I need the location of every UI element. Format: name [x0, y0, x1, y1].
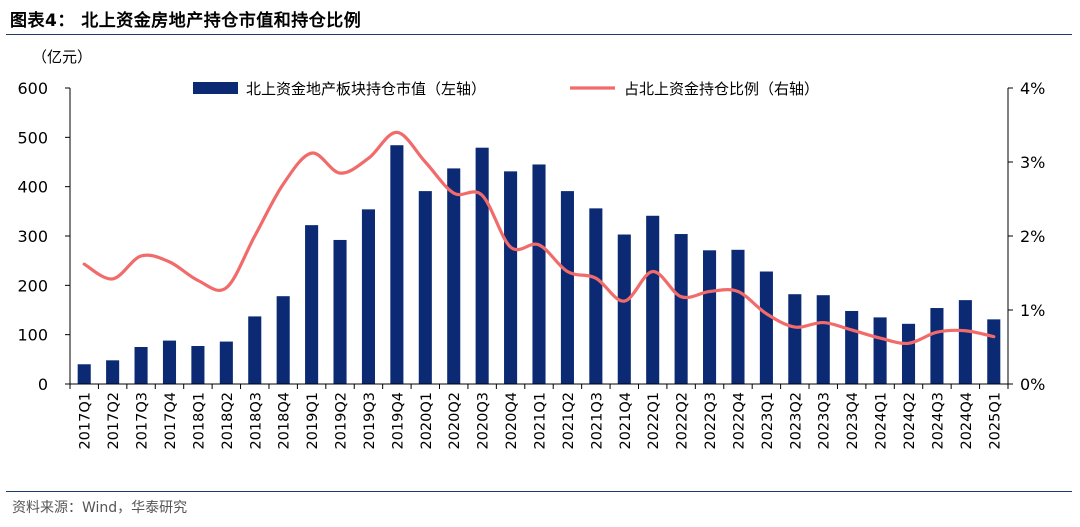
x-tick-label: 2022Q4	[731, 392, 747, 450]
bar-2020Q1	[418, 191, 432, 384]
right-tick-label: 0%	[1020, 375, 1045, 394]
x-tick-label: 2025Q1	[987, 392, 1003, 450]
x-tick-label: 2018Q3	[248, 392, 264, 450]
right-tick-label: 3%	[1020, 153, 1045, 172]
bar-2020Q2	[447, 168, 461, 384]
left-tick-label: 600	[17, 79, 48, 98]
legend: 北上资金地产板块持仓市值（左轴） 占北上资金持仓比例（右轴）	[193, 80, 819, 98]
bar-2023Q3	[816, 295, 830, 384]
x-tick-label: 2021Q1	[533, 392, 549, 450]
page-title: 图表4： 北上资金房地产持仓市值和持仓比例	[10, 11, 362, 31]
x-tick-label: 2022Q1	[646, 392, 662, 450]
x-tick-label: 2022Q2	[675, 392, 691, 450]
x-tick-label: 2017Q2	[106, 392, 122, 450]
bar-2017Q3	[134, 347, 148, 384]
bar-2020Q3	[475, 147, 489, 384]
left-tick-label: 500	[17, 128, 48, 147]
bar-2018Q1	[191, 346, 205, 384]
right-tick-label: 2%	[1020, 227, 1045, 246]
bar-2022Q3	[703, 250, 717, 384]
x-tick-label: 2022Q3	[703, 392, 719, 450]
x-tick-label: 2017Q1	[78, 392, 94, 450]
bar-2021Q2	[560, 191, 574, 384]
x-tick-label: 2020Q2	[447, 392, 463, 450]
right-tick-label: 4%	[1020, 79, 1045, 98]
axes: 0 100 200 300 400 500 600 0% 1% 2% 3% 4% 2017Q1 2017Q…	[17, 79, 1045, 450]
bar-2018Q4	[276, 296, 290, 384]
left-tick-label: 0	[38, 375, 48, 394]
bar-2024Q2	[901, 323, 916, 384]
bar-2020Q4	[504, 171, 518, 384]
left-tick-label: 200	[17, 276, 48, 295]
x-tick-label: 2023Q1	[760, 392, 776, 450]
legend-bar-swatch	[193, 82, 238, 94]
source-note: 资料来源：Wind，华泰研究	[12, 500, 188, 516]
x-tick-label: 2021Q2	[561, 392, 577, 450]
bar-2021Q1	[532, 164, 546, 384]
bar-2023Q4	[845, 310, 859, 384]
bar-2017Q4	[162, 340, 177, 384]
left-tick-label: 100	[17, 326, 48, 345]
line-series	[82, 130, 996, 346]
x-tick-label: 2023Q3	[817, 392, 833, 450]
bar-2021Q3	[589, 208, 603, 384]
bar-2022Q2	[674, 234, 688, 384]
bar-2021Q4	[617, 234, 631, 384]
x-tick-label: 2018Q1	[191, 392, 207, 450]
bar-2023Q1	[759, 271, 773, 384]
bar-series	[77, 145, 1001, 384]
x-tick-label: 2018Q4	[277, 392, 293, 450]
bar-2018Q3	[248, 316, 262, 384]
x-tick-label: 2024Q3	[930, 392, 946, 450]
title-divider	[6, 34, 1072, 35]
x-tick-label: 2024Q1	[874, 392, 890, 450]
bar-2024Q4	[958, 300, 972, 384]
bar-2018Q2	[219, 341, 233, 384]
bar-2017Q1	[77, 364, 91, 384]
bar-2019Q4	[390, 145, 404, 384]
bar-2019Q2	[333, 239, 347, 384]
right-tick-label: 1%	[1020, 301, 1045, 320]
bar-2019Q3	[361, 209, 375, 384]
x-tick-label: 2020Q4	[504, 392, 520, 450]
bar-2017Q2	[106, 360, 120, 384]
x-tick-label: 2021Q3	[589, 392, 605, 450]
footer-divider	[6, 491, 1072, 492]
legend-bar-label: 北上资金地产板块持仓市值（左轴）	[246, 80, 486, 98]
bar-2023Q2	[788, 294, 802, 384]
x-tick-label: 2019Q1	[305, 392, 321, 450]
bar-2024Q3	[930, 308, 944, 384]
x-tick-label: 2018Q2	[220, 392, 236, 450]
x-tick-label: 2019Q3	[362, 392, 378, 450]
x-tick-label: 2023Q4	[845, 392, 861, 450]
x-tick-label: 2017Q4	[163, 392, 179, 450]
x-tick-label: 2021Q4	[618, 392, 634, 450]
bar-2022Q1	[646, 215, 660, 384]
x-tick-label: 2023Q2	[788, 392, 804, 450]
bar-2019Q1	[305, 225, 319, 384]
legend-line-label: 占北上资金持仓比例（右轴）	[624, 80, 819, 98]
x-tick-label: 2017Q3	[135, 392, 151, 450]
y-unit-label: （亿元）	[32, 48, 92, 66]
left-tick-label: 300	[17, 227, 48, 246]
x-tick-label: 2024Q4	[959, 392, 975, 450]
left-tick-label: 400	[17, 178, 48, 197]
bar-2025Q1	[987, 319, 1001, 384]
x-tick-label: 2019Q4	[390, 392, 406, 450]
bar-2024Q1	[873, 317, 887, 384]
x-tick-label: 2020Q1	[419, 392, 435, 450]
x-tick-label: 2020Q3	[476, 392, 492, 450]
bar-2022Q4	[731, 249, 745, 384]
x-tick-label: 2019Q2	[334, 392, 350, 450]
x-tick-label: 2024Q2	[902, 392, 918, 450]
